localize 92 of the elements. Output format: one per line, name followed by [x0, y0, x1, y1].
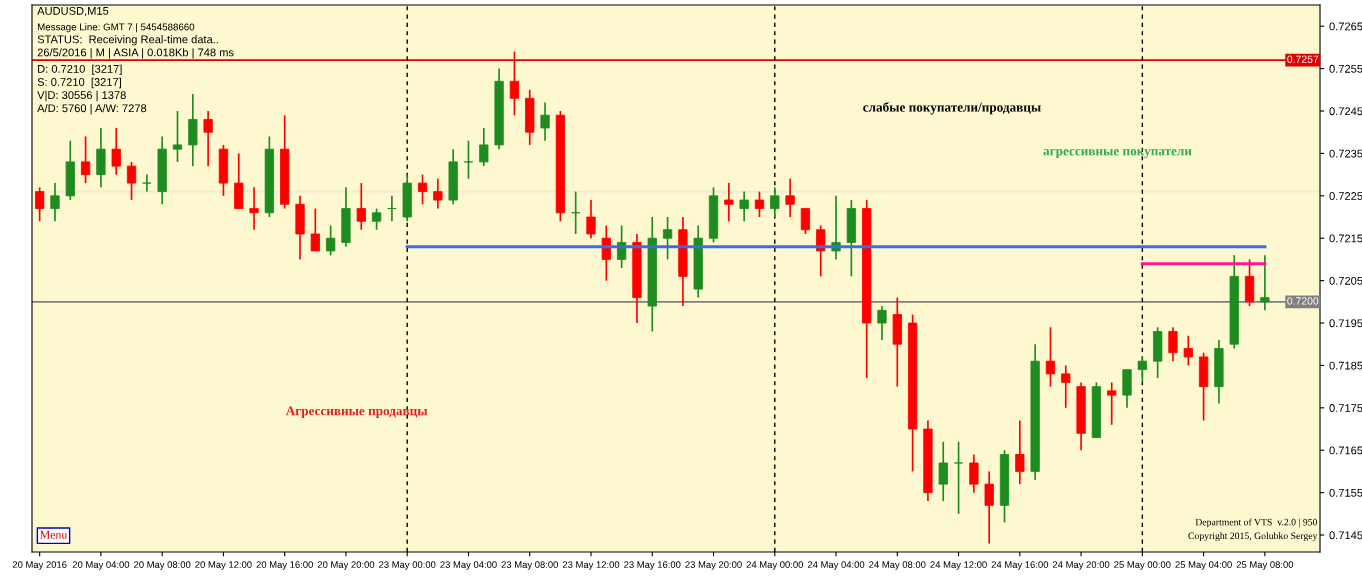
x-tick-label: 23 May 04:00 — [440, 561, 497, 570]
candlestick — [417, 173, 428, 206]
annotation: Department of VTS v.2.0 | 950 — [1195, 518, 1318, 528]
candlestick — [1061, 364, 1071, 409]
annotation: V|D: 30556 | 1378 — [37, 90, 126, 102]
candlestick — [1045, 326, 1056, 388]
y-tick-label: 0.7215 — [1329, 234, 1362, 243]
candlestick — [739, 190, 749, 223]
x-tick-label: 20 May 20:00 — [317, 561, 375, 570]
candlestick — [1137, 356, 1147, 384]
candlestick — [1183, 334, 1193, 367]
x-tick-label: 24 May 20:00 — [1052, 561, 1110, 570]
candlestick — [984, 470, 994, 545]
candlestick — [249, 186, 259, 231]
candlestick — [724, 182, 734, 223]
x-tick-label: 25 May 04:00 — [1175, 561, 1232, 570]
candlestick — [1260, 254, 1270, 312]
x-tick-label: 24 May 00:00 — [746, 561, 804, 570]
x-tick-label: 24 May 16:00 — [991, 561, 1049, 570]
x-tick-label: 23 May 16:00 — [624, 561, 681, 570]
candlestick — [310, 207, 320, 252]
candlestick — [938, 440, 948, 502]
candlestick — [326, 224, 336, 257]
candlestick — [1168, 326, 1178, 363]
annotation: агрессивные покупатели — [1043, 149, 1192, 159]
candlestick — [463, 139, 474, 180]
candlestick — [172, 110, 183, 163]
annotation: Menu — [40, 530, 68, 539]
candlestick — [356, 182, 366, 231]
y-tick-label: 0.7195 — [1329, 319, 1362, 328]
ref-line-label: 0.7257 — [1287, 55, 1319, 63]
y-tick-label: 0.7225 — [1329, 192, 1362, 200]
candlestick — [509, 50, 520, 117]
y-tick-label: 0.7265 — [1329, 22, 1362, 31]
annotation: слабые покупатели/продавцы — [863, 102, 1041, 115]
x-tick-label: 20 May 16:00 — [256, 561, 313, 570]
candlestick — [126, 161, 137, 201]
x-tick-label: 23 May 20:00 — [685, 561, 742, 570]
x-tick-label: 20 May 04:00 — [72, 561, 130, 570]
annotation: S: 0.7210 [3217] — [37, 77, 121, 89]
y-tick-label: 0.7175 — [1329, 404, 1362, 412]
annotation: Агрессивные продавцы — [285, 406, 428, 418]
x-tick-label: 24 May 04:00 — [807, 561, 865, 570]
ref-line-label: 0.7200 — [1287, 297, 1319, 305]
annotation: D: 0.7210 [3217] — [38, 64, 122, 76]
candlestick — [433, 178, 443, 210]
candlestick — [754, 190, 765, 218]
annotation: Message Line: GMT 7 | 5454588660 — [37, 23, 195, 33]
candlestick — [953, 440, 964, 515]
x-tick-label: 23 May 00:00 — [379, 561, 436, 570]
x-tick-label: 24 May 12:00 — [930, 561, 987, 570]
x-tick-label: 24 May 08:00 — [869, 561, 926, 570]
y-tick-label: 0.7155 — [1329, 488, 1362, 497]
candlestick — [50, 182, 60, 223]
candlestick — [800, 207, 811, 235]
candlestick — [540, 101, 550, 142]
y-tick-label: 0.7205 — [1329, 276, 1362, 285]
chart-title: AUDUSD,M15 — [37, 6, 109, 17]
x-tick-label: 20 May 08:00 — [134, 561, 191, 570]
candlestick — [142, 173, 152, 193]
annotation: Copyright 2015, Golubko Sergey — [1188, 532, 1318, 542]
x-tick-label: 25 May 08:00 — [1236, 561, 1294, 570]
candlestick — [662, 216, 673, 261]
candlestick — [1107, 381, 1117, 426]
candlestick — [35, 186, 45, 223]
x-tick-label: 20 May 12:00 — [195, 561, 252, 570]
x-tick-label: 20 May 2016 — [12, 561, 67, 570]
x-tick-label: 23 May 12:00 — [562, 561, 620, 570]
annotation: A/D: 5760 | A/W: 7278 — [37, 103, 147, 115]
candlestick — [969, 453, 979, 494]
y-tick-label: 0.7145 — [1329, 531, 1362, 540]
y-tick-label: 0.7235 — [1329, 149, 1362, 158]
candlestick — [816, 224, 826, 278]
annotation: STATUS: Receiving Real-time data.. — [37, 35, 218, 46]
candlestick — [111, 127, 121, 176]
x-tick-label: 23 May 08:00 — [501, 561, 558, 570]
x-tick-label: 25 May 00:00 — [1114, 561, 1171, 570]
candlestick — [785, 178, 795, 218]
y-tick-label: 0.7245 — [1329, 107, 1362, 116]
candlestick — [586, 199, 596, 240]
annotation: 26/5/2016 | M | ASIA | 0.018Kb | 748 ms — [37, 48, 234, 59]
candlestick — [203, 110, 213, 167]
candlestick — [1015, 419, 1025, 485]
candlestick — [479, 127, 489, 167]
y-tick-label: 0.7185 — [1329, 361, 1362, 370]
candlestick — [877, 305, 887, 341]
y-tick-label: 0.7255 — [1329, 64, 1362, 73]
candlestick — [601, 224, 611, 282]
candlestick — [371, 207, 382, 231]
y-tick-label: 0.7165 — [1329, 446, 1362, 455]
candlestick — [770, 186, 780, 218]
candlestick — [80, 135, 91, 184]
